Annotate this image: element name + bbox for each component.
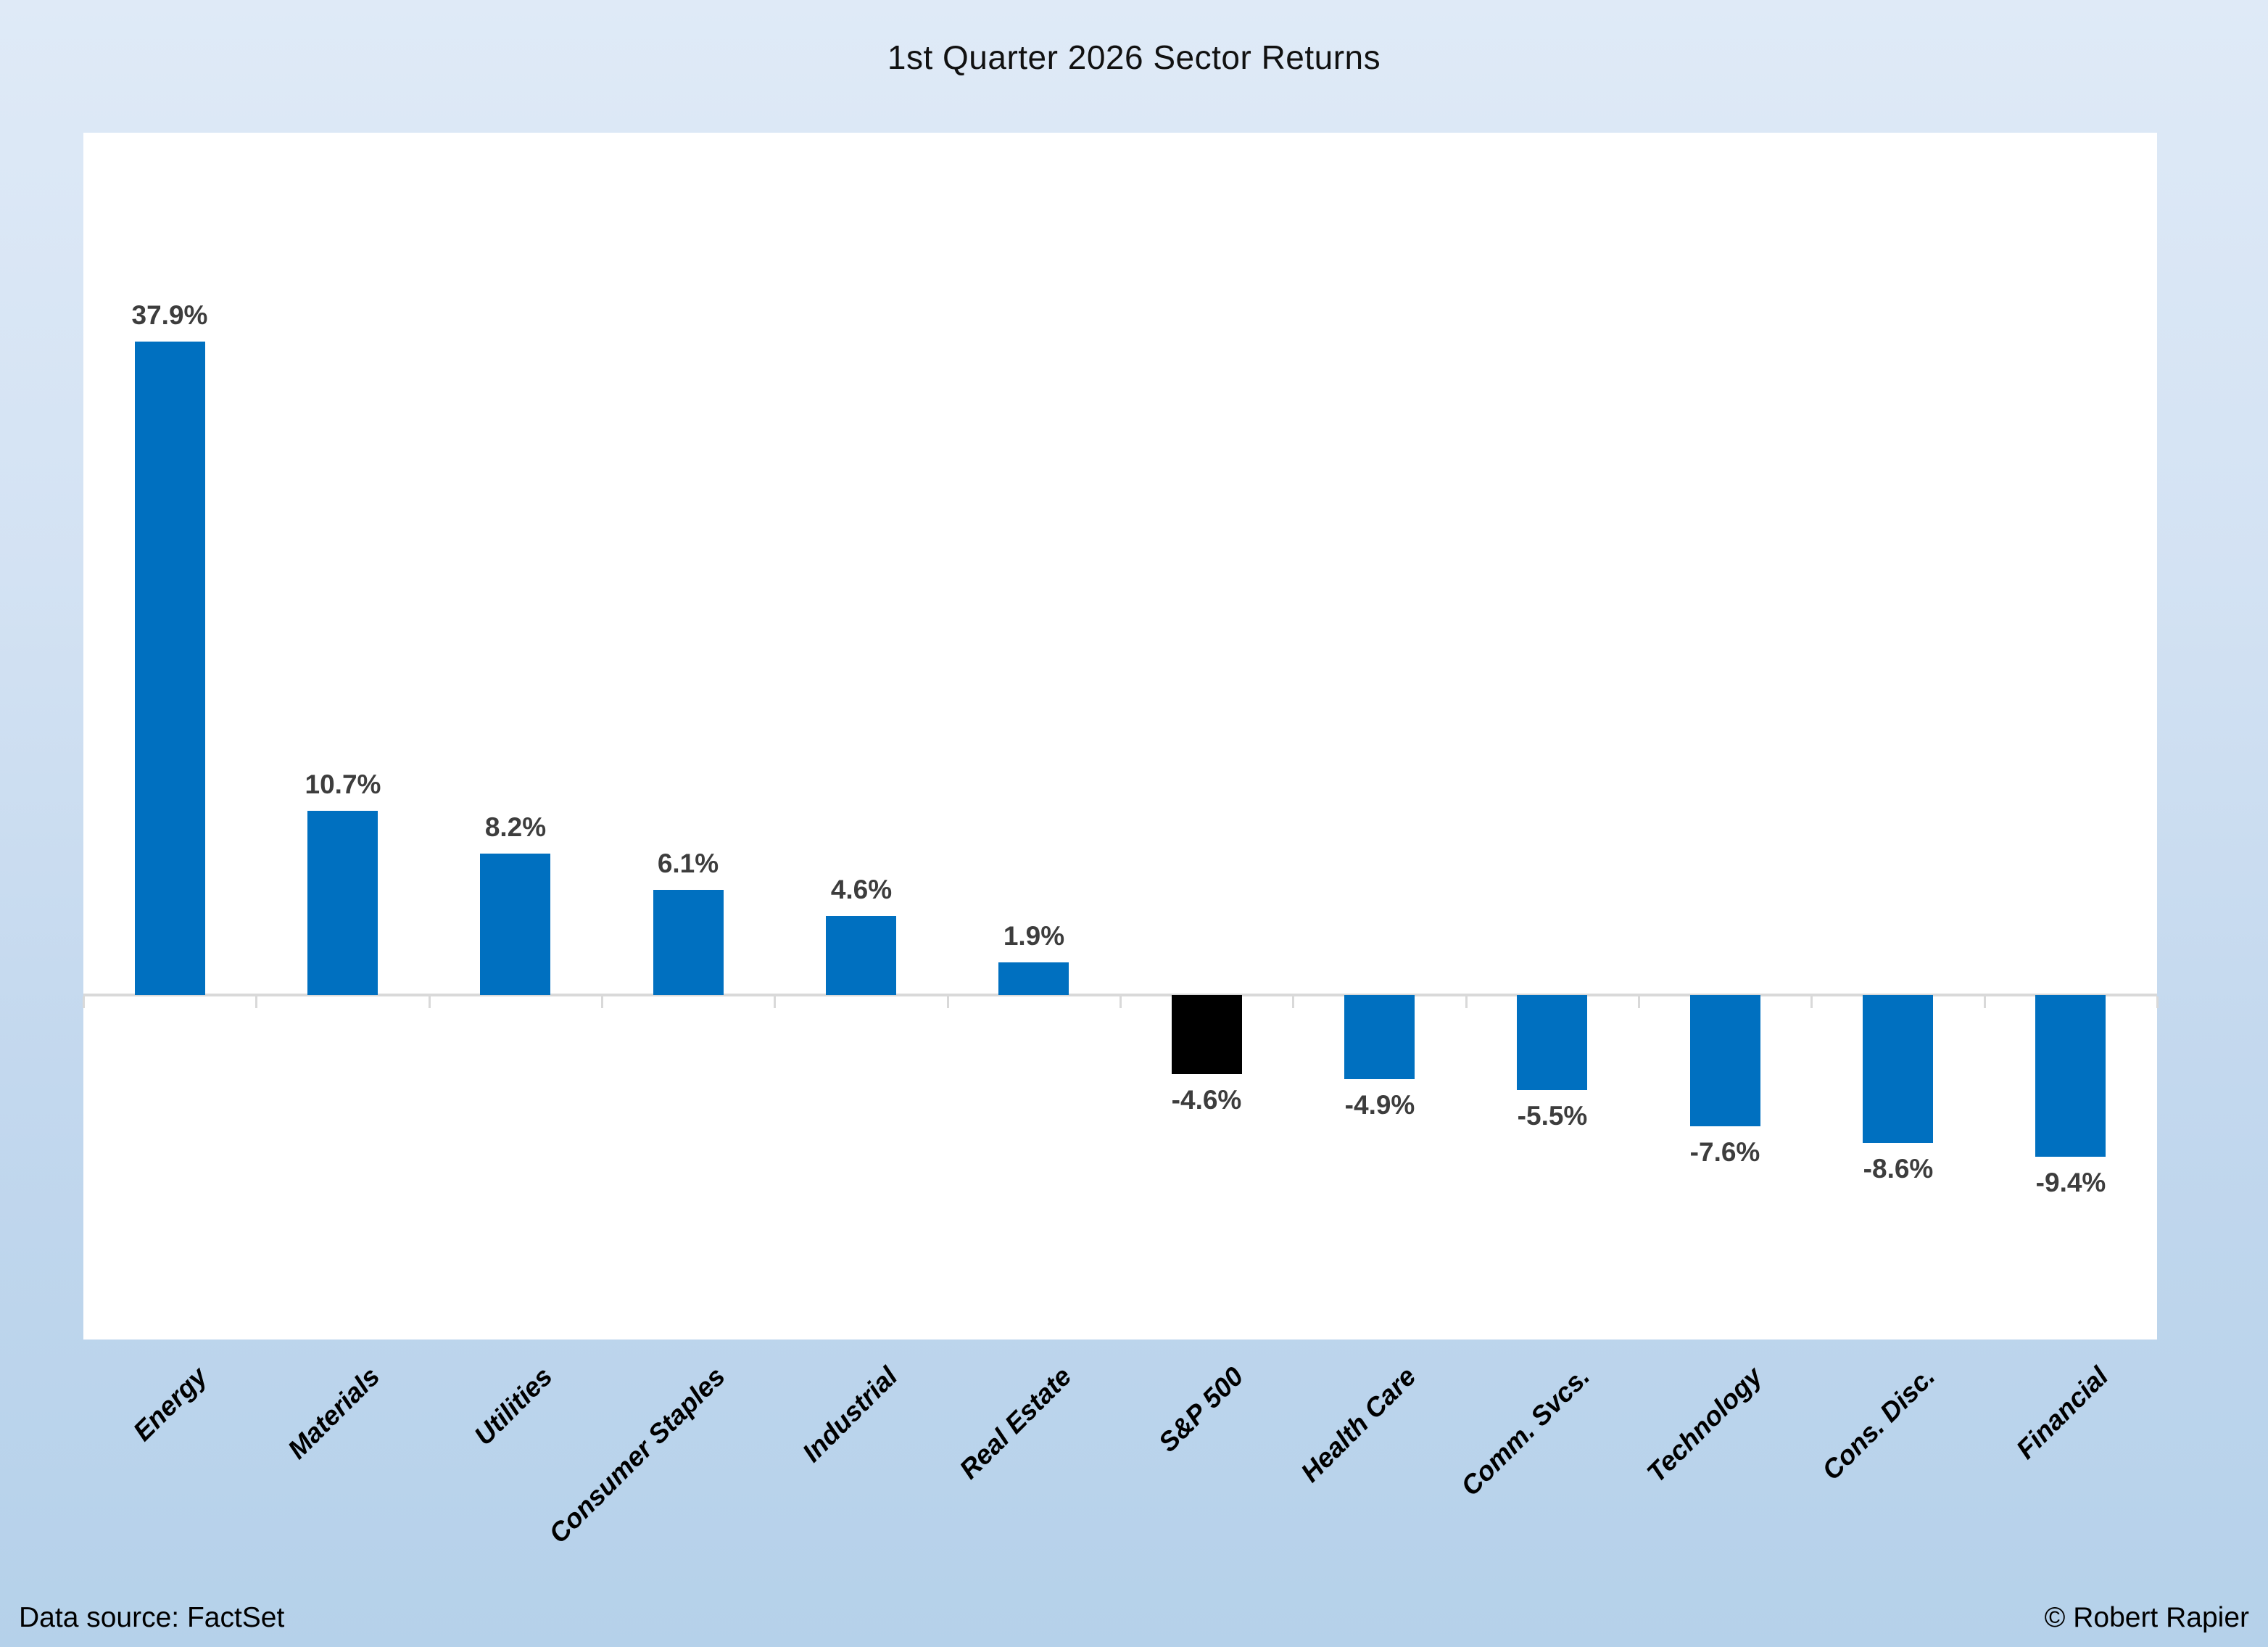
bar-cons-disc [1863, 995, 1933, 1143]
bar-s-p-500 [1172, 995, 1242, 1074]
value-label-consumer-staples: 6.1% [657, 849, 719, 878]
bar-industrial [826, 916, 896, 995]
x-axis-tick [429, 996, 431, 1008]
value-label-cons-disc: -8.6% [1863, 1154, 1934, 1184]
plot-area: 37.9% Energy 10.7% Materials 8.2% Utilities 6.… [83, 133, 2159, 1549]
category-label-cons-disc: Cons. Disc. [1816, 1361, 1940, 1486]
category-label-financial: Financial [2010, 1361, 2114, 1465]
bar-comm-svcs [1517, 995, 1587, 1090]
x-axis-line [83, 994, 2157, 996]
bar-materials [307, 811, 378, 995]
value-label-industrial: 4.6% [830, 875, 893, 904]
x-axis-tick [2156, 996, 2159, 1008]
category-label-s-p-500: S&P 500 [1153, 1361, 1249, 1458]
x-axis-tick [1984, 996, 1986, 1008]
x-axis-tick [255, 996, 257, 1008]
value-label-financial: -9.4% [2035, 1168, 2106, 1197]
x-axis-tick [774, 996, 776, 1008]
category-label-industrial: Industrial [797, 1361, 903, 1468]
category-label-consumer-staples: Consumer Staples [543, 1361, 731, 1549]
value-label-health-care: -4.9% [1344, 1090, 1415, 1120]
bar-financial [2035, 995, 2106, 1157]
bar-utilities [480, 854, 550, 995]
x-axis-tick [947, 996, 949, 1008]
category-label-energy: Energy [127, 1361, 212, 1447]
category-label-technology: Technology [1641, 1361, 1768, 1488]
value-label-technology: -7.6% [1689, 1137, 1760, 1167]
x-axis-tick [1638, 996, 1640, 1008]
x-axis-tick [1465, 996, 1468, 1008]
category-label-health-care: Health Care [1295, 1361, 1422, 1488]
value-label-materials: 10.7% [305, 769, 381, 799]
category-label-comm-svcs: Comm. Svcs. [1454, 1361, 1595, 1502]
x-axis-tick [83, 996, 85, 1008]
category-label-real-estate: Real Estate [953, 1361, 1077, 1485]
x-axis-tick [1810, 996, 1813, 1008]
x-axis-tick [601, 996, 603, 1008]
value-label-real-estate: 1.9% [1003, 921, 1065, 951]
category-label-utilities: Utilities [468, 1361, 558, 1451]
data-source-note: Data source: FactSet [19, 1602, 285, 1633]
chart-title: 1st Quarter 2026 Sector Returns [887, 38, 1381, 76]
value-label-comm-svcs: -5.5% [1517, 1101, 1588, 1131]
x-axis-tick [1292, 996, 1294, 1008]
copyright-note: © Robert Rapier [2044, 1602, 2249, 1633]
x-axis-tick [1119, 996, 1122, 1008]
bar-energy [135, 342, 205, 995]
value-label-s-p-500: -4.6% [1171, 1085, 1242, 1115]
value-label-energy: 37.9% [131, 300, 208, 330]
bar-technology [1690, 995, 1760, 1126]
bar-real-estate [998, 962, 1069, 995]
value-label-utilities: 8.2% [484, 812, 547, 842]
bar-consumer-staples [653, 890, 724, 995]
category-label-materials: Materials [281, 1361, 385, 1465]
bar-health-care [1344, 995, 1415, 1079]
